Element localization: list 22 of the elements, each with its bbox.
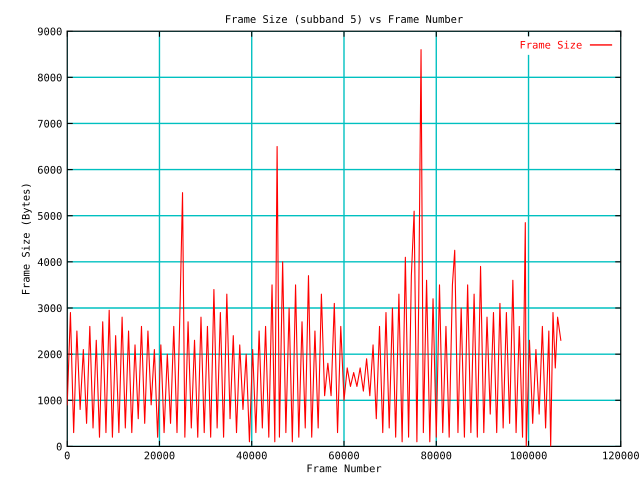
y-tick-label: 7000 bbox=[38, 120, 62, 128]
line-series bbox=[67, 49, 562, 446]
legend-label: Frame Size bbox=[520, 40, 582, 49]
x-tick-label: 80000 bbox=[421, 452, 452, 460]
y-tick-label: 5000 bbox=[38, 212, 62, 220]
x-axis-title: Frame Number bbox=[308, 464, 382, 472]
y-tick-label: 8000 bbox=[38, 74, 62, 82]
y-tick-label: 4000 bbox=[38, 258, 62, 266]
y-tick-label: 9000 bbox=[38, 27, 62, 36]
y-tick-label: 6000 bbox=[38, 166, 62, 174]
y-tick-label: 1000 bbox=[38, 396, 62, 404]
y-tick-label: 0 bbox=[56, 442, 62, 451]
x-tick-label: 40000 bbox=[236, 452, 267, 460]
x-tick-label: 100000 bbox=[510, 452, 547, 460]
x-tick-label: 120000 bbox=[603, 452, 639, 460]
y-tick-label: 2000 bbox=[38, 350, 62, 358]
x-tick-label: 60000 bbox=[329, 452, 360, 460]
x-tick-label: 0 bbox=[64, 452, 70, 460]
y-axis-title: Frame Size (Bytes) bbox=[22, 184, 32, 294]
chart-title: Frame Size (subband 5) vs Frame Number bbox=[226, 14, 463, 24]
y-tick-label: 3000 bbox=[38, 304, 62, 312]
x-tick-label: 20000 bbox=[144, 452, 174, 460]
